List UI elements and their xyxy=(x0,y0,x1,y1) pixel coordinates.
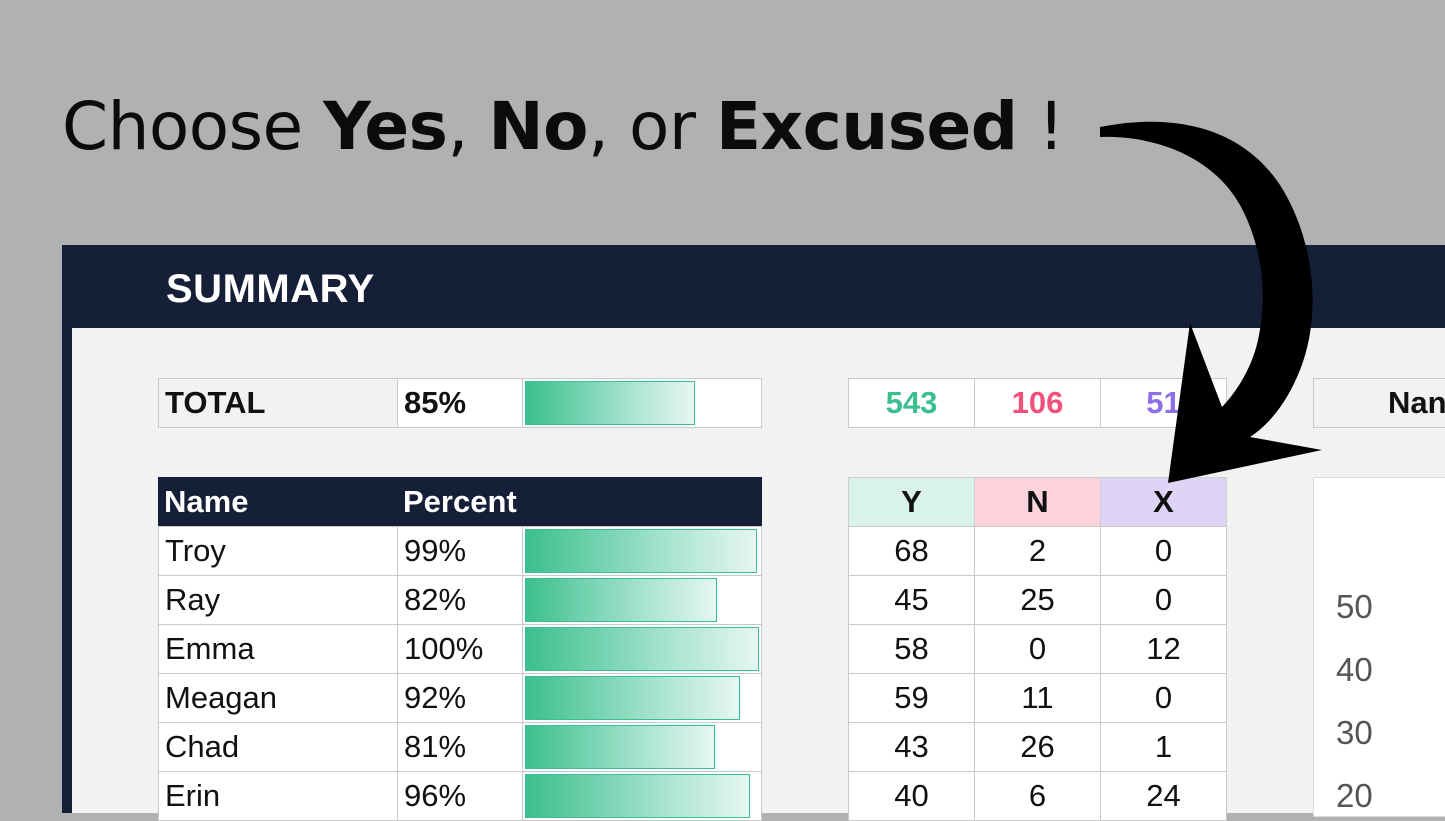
row-percent: 82% xyxy=(397,575,523,625)
headline-text: Choose xyxy=(62,88,324,165)
row-name: Emma xyxy=(158,624,398,674)
total-bar-cell xyxy=(522,378,762,428)
row-percent: 100% xyxy=(397,624,523,674)
summary-sheet: SUMMARY TOTAL 85% 543 106 51 Name Percent … xyxy=(62,245,1445,821)
row-bar-cell xyxy=(522,722,762,772)
row-name: Meagan xyxy=(158,673,398,723)
row-count-x[interactable]: 24 xyxy=(1100,771,1227,821)
headline-yes: Yes xyxy=(323,88,448,165)
headline-text: ! xyxy=(1017,88,1064,165)
sheet-title: SUMMARY xyxy=(166,267,375,311)
total-label: TOTAL xyxy=(158,378,398,428)
chart-axis-tick: 40 xyxy=(1336,651,1373,688)
chart-area xyxy=(1313,477,1445,817)
row-count-n[interactable]: 25 xyxy=(974,575,1101,625)
row-bar-cell xyxy=(522,673,762,723)
headline-no: No xyxy=(488,88,588,165)
row-count-n[interactable]: 0 xyxy=(974,624,1101,674)
row-count-x[interactable]: 1 xyxy=(1100,722,1227,772)
total-percent: 85% xyxy=(397,378,523,428)
row-percent-bar xyxy=(525,725,715,769)
chart-axis-tick: 30 xyxy=(1336,714,1373,751)
chart-axis-tick: 50 xyxy=(1336,588,1373,625)
column-header-y[interactable]: Y xyxy=(848,477,975,527)
row-percent-bar xyxy=(525,578,717,622)
row-count-x[interactable]: 0 xyxy=(1100,673,1227,723)
row-count-x[interactable]: 0 xyxy=(1100,526,1227,576)
row-name: Troy xyxy=(158,526,398,576)
right-panel-header: Nan xyxy=(1313,378,1445,428)
row-bar-cell xyxy=(522,624,762,674)
headline-text: , or xyxy=(588,88,716,165)
row-bar-cell xyxy=(522,575,762,625)
row-count-n[interactable]: 26 xyxy=(974,722,1101,772)
column-header-percent[interactable]: Percent xyxy=(397,477,762,527)
total-count-1: 106 xyxy=(974,378,1101,428)
row-bar-cell xyxy=(522,526,762,576)
row-bar-cell xyxy=(522,771,762,821)
headline-text: , xyxy=(447,88,489,165)
row-count-y[interactable]: 43 xyxy=(848,722,975,772)
row-percent-bar xyxy=(525,529,757,573)
headline: Choose Yes, No, or Excused ! xyxy=(62,82,1064,172)
row-percent: 92% xyxy=(397,673,523,723)
column-header-name[interactable]: Name xyxy=(158,477,398,527)
row-percent: 81% xyxy=(397,722,523,772)
row-count-x[interactable]: 0 xyxy=(1100,575,1227,625)
row-name: Ray xyxy=(158,575,398,625)
row-percent-bar xyxy=(525,774,750,818)
row-percent-bar xyxy=(525,676,741,720)
row-count-y[interactable]: 40 xyxy=(848,771,975,821)
row-count-y[interactable]: 45 xyxy=(848,575,975,625)
chart-axis-tick: 20 xyxy=(1336,777,1373,814)
row-percent: 96% xyxy=(397,771,523,821)
total-count-0: 543 xyxy=(848,378,975,428)
row-percent-bar xyxy=(525,627,759,671)
headline-excused: Excused xyxy=(715,88,1018,165)
total-bar xyxy=(525,381,695,425)
arrow-icon xyxy=(1100,121,1322,483)
row-count-n[interactable]: 2 xyxy=(974,526,1101,576)
column-header-x[interactable]: X xyxy=(1100,477,1227,527)
row-percent: 99% xyxy=(397,526,523,576)
row-count-y[interactable]: 68 xyxy=(848,526,975,576)
row-count-n[interactable]: 11 xyxy=(974,673,1101,723)
row-count-y[interactable]: 59 xyxy=(848,673,975,723)
column-header-n[interactable]: N xyxy=(974,477,1101,527)
row-count-x[interactable]: 12 xyxy=(1100,624,1227,674)
row-name: Chad xyxy=(158,722,398,772)
row-count-y[interactable]: 58 xyxy=(848,624,975,674)
row-name: Erin xyxy=(158,771,398,821)
row-count-n[interactable]: 6 xyxy=(974,771,1101,821)
